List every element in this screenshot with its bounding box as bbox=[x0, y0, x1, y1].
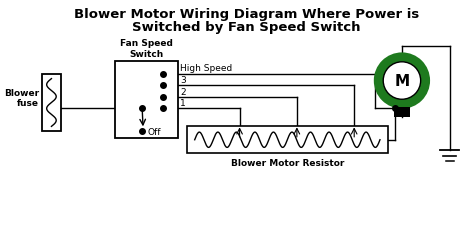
Bar bbox=[394, 108, 410, 117]
Bar bbox=[116, 62, 177, 138]
Text: Switched by Fan Speed Switch: Switched by Fan Speed Switch bbox=[132, 20, 361, 33]
Text: M: M bbox=[394, 74, 410, 89]
Text: 1: 1 bbox=[181, 99, 186, 108]
Text: High Speed: High Speed bbox=[181, 64, 233, 73]
Text: Blower Motor Resistor: Blower Motor Resistor bbox=[231, 158, 344, 167]
Bar bbox=[42, 74, 61, 132]
Circle shape bbox=[383, 62, 420, 100]
Circle shape bbox=[375, 54, 428, 108]
Text: Blower Motor Wiring Diagram Where Power is: Blower Motor Wiring Diagram Where Power … bbox=[73, 8, 419, 21]
Text: Fan Speed
Switch: Fan Speed Switch bbox=[120, 39, 173, 58]
Text: Blower
fuse: Blower fuse bbox=[4, 89, 39, 108]
Text: Off: Off bbox=[148, 127, 162, 136]
Bar bbox=[187, 127, 388, 153]
Text: 3: 3 bbox=[181, 76, 186, 85]
Text: 2: 2 bbox=[181, 87, 186, 96]
